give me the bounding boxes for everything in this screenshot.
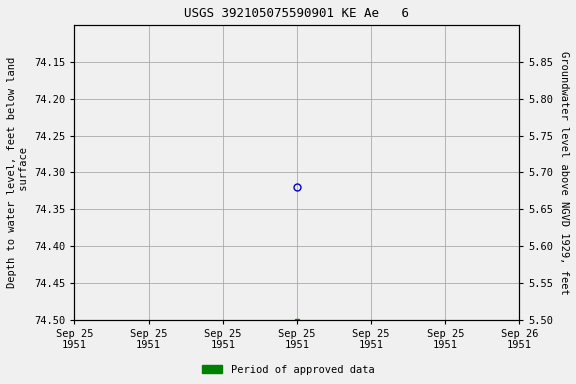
Y-axis label: Depth to water level, feet below land
 surface: Depth to water level, feet below land su… <box>7 57 29 288</box>
Y-axis label: Groundwater level above NGVD 1929, feet: Groundwater level above NGVD 1929, feet <box>559 51 569 294</box>
Legend: Period of approved data: Period of approved data <box>198 361 378 379</box>
Title: USGS 392105075590901 KE Ae   6: USGS 392105075590901 KE Ae 6 <box>184 7 410 20</box>
